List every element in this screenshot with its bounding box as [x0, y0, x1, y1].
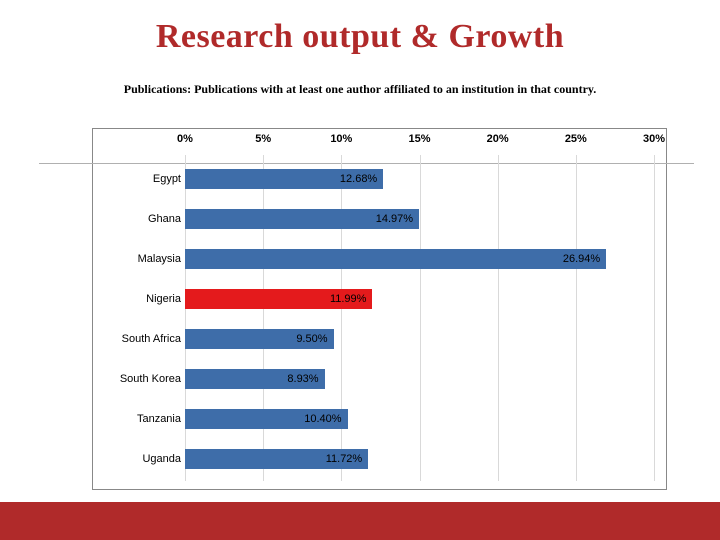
bar-row: Malaysia 26.94% — [93, 249, 654, 269]
x-tick: 15% — [408, 133, 430, 145]
value-label: 9.50% — [296, 333, 327, 345]
chart-container: 0%5%10%15%20%25%30% Egypt12.68%Ghana14.9… — [92, 128, 667, 490]
category-label: Nigeria — [93, 293, 181, 305]
category-label: South Korea — [93, 373, 181, 385]
x-tick: 10% — [330, 133, 352, 145]
category-label: Egypt — [93, 173, 181, 185]
bar — [185, 249, 606, 269]
bar-row: Ghana 14.97% — [93, 209, 654, 229]
value-label: 8.93% — [287, 373, 318, 385]
value-label: 12.68% — [340, 173, 377, 185]
page-subtitle: Publications: Publications with at least… — [0, 82, 720, 97]
value-label: 14.97% — [376, 213, 413, 225]
bar-row: South Korea 8.93% — [93, 369, 654, 389]
value-label: 10.40% — [304, 413, 341, 425]
category-label: Malaysia — [93, 253, 181, 265]
value-label: 11.72% — [326, 453, 363, 465]
category-label: Uganda — [93, 453, 181, 465]
value-label: 26.94% — [563, 253, 600, 265]
slide: Research output & Growth Publications: P… — [0, 0, 720, 540]
x-tick: 30% — [643, 133, 665, 145]
bar-row: Uganda 11.72% — [93, 449, 654, 469]
page-title: Research output & Growth — [0, 18, 720, 56]
x-tick: 25% — [565, 133, 587, 145]
bar-row: South Africa 9.50% — [93, 329, 654, 349]
bar-row: Tanzania 10.40% — [93, 409, 654, 429]
category-label: Ghana — [93, 213, 181, 225]
category-label: Tanzania — [93, 413, 181, 425]
bar-row: Nigeria 11.99% — [93, 289, 654, 309]
bar-row: Egypt 12.68% — [93, 169, 654, 189]
value-label: 11.99% — [330, 293, 367, 305]
x-tick: 20% — [487, 133, 509, 145]
bar-rows: Egypt12.68%Ghana14.97%Malaysia26.94%Nige… — [185, 163, 654, 481]
x-ticks: 0%5%10%15%20%25%30% — [185, 137, 654, 157]
x-tick: 0% — [177, 133, 193, 145]
category-label: South Africa — [93, 333, 181, 345]
x-tick: 5% — [255, 133, 271, 145]
footer-bar — [0, 502, 720, 540]
gridline — [654, 155, 655, 481]
plot-area: 0%5%10%15%20%25%30% Egypt12.68%Ghana14.9… — [185, 137, 654, 481]
